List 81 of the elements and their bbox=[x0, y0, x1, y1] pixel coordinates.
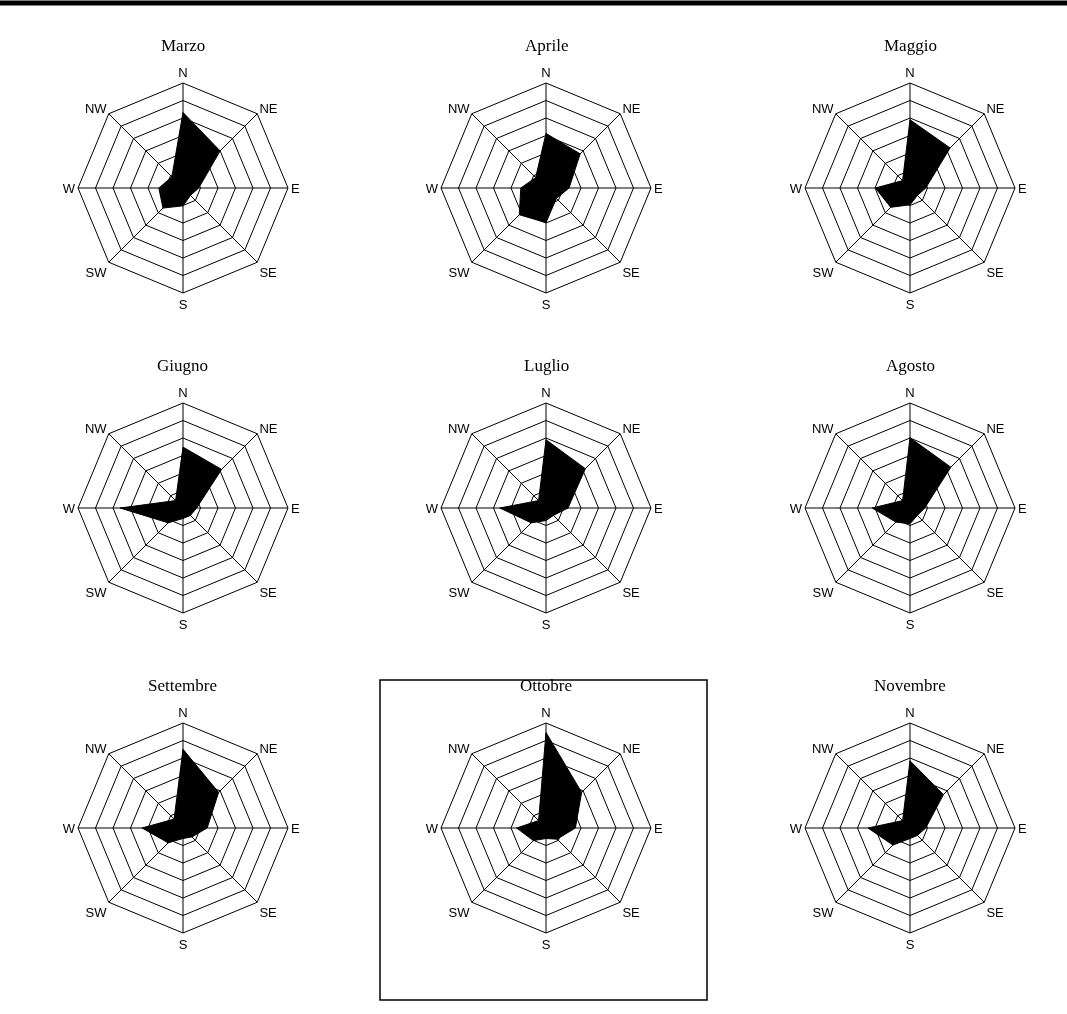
spoke-label: SW bbox=[812, 904, 835, 920]
spoke-label: S bbox=[178, 617, 188, 633]
spoke-label: W bbox=[425, 500, 439, 516]
spoke-label: SW bbox=[85, 264, 108, 280]
chart-title: Settembre bbox=[148, 676, 217, 695]
spoke-label: NW bbox=[84, 740, 108, 756]
spoke-label: NE bbox=[622, 100, 641, 116]
spoke-label: SW bbox=[812, 584, 835, 600]
chart-title: Giugno bbox=[157, 356, 208, 375]
chart-title: Luglio bbox=[524, 356, 570, 375]
spoke-label: N bbox=[178, 385, 188, 401]
spoke-label: SE bbox=[622, 904, 641, 920]
spoke-label: NE bbox=[986, 100, 1005, 116]
spoke-label: SE bbox=[986, 264, 1005, 280]
spoke-label: N bbox=[905, 65, 915, 81]
spoke-label: SW bbox=[448, 264, 471, 280]
spoke-label: W bbox=[425, 820, 439, 836]
spoke-label: NW bbox=[447, 100, 471, 116]
spoke-label: SE bbox=[622, 264, 641, 280]
spoke-label: NE bbox=[986, 420, 1005, 436]
chart-title: Ottobre bbox=[520, 676, 572, 695]
spoke-label: E bbox=[291, 180, 301, 196]
spoke-label: NW bbox=[84, 420, 108, 436]
spoke-label: W bbox=[789, 500, 803, 516]
spoke-label: NW bbox=[811, 420, 835, 436]
spoke-label: W bbox=[789, 180, 803, 196]
spoke-label: W bbox=[62, 820, 76, 836]
spoke-label: E bbox=[1018, 820, 1028, 836]
spoke-label: S bbox=[541, 617, 551, 633]
spoke-label: N bbox=[178, 65, 188, 81]
spoke-label: E bbox=[1018, 180, 1028, 196]
spoke-label: SW bbox=[85, 584, 108, 600]
spoke-label: SE bbox=[259, 584, 278, 600]
spoke-label: NE bbox=[259, 420, 278, 436]
spoke-label: W bbox=[62, 180, 76, 196]
spoke-label: SE bbox=[986, 904, 1005, 920]
spoke-label: NW bbox=[447, 420, 471, 436]
spoke-label: NW bbox=[84, 100, 108, 116]
spoke-label: E bbox=[291, 820, 301, 836]
spoke-label: N bbox=[541, 705, 551, 721]
spoke-label: SE bbox=[259, 264, 278, 280]
spoke-label: SW bbox=[448, 904, 471, 920]
spoke-label: E bbox=[654, 180, 664, 196]
spoke-label: S bbox=[178, 937, 188, 953]
spoke-label: N bbox=[905, 385, 915, 401]
spoke-label: E bbox=[291, 500, 301, 516]
spoke-label: S bbox=[178, 297, 188, 313]
spoke-label: SW bbox=[812, 264, 835, 280]
spoke-label: S bbox=[905, 297, 915, 313]
spoke-label: E bbox=[654, 500, 664, 516]
spoke-label: W bbox=[789, 820, 803, 836]
spoke-label: S bbox=[541, 937, 551, 953]
spoke-label: S bbox=[905, 937, 915, 953]
spoke-label: W bbox=[62, 500, 76, 516]
chart-title: Novembre bbox=[874, 676, 946, 695]
spoke-label: E bbox=[1018, 500, 1028, 516]
spoke-label: W bbox=[425, 180, 439, 196]
spoke-label: N bbox=[541, 65, 551, 81]
spoke-label: SW bbox=[85, 904, 108, 920]
spoke-label: SW bbox=[448, 584, 471, 600]
chart-title: Maggio bbox=[884, 36, 937, 55]
spoke-label: E bbox=[654, 820, 664, 836]
spoke-label: SE bbox=[986, 584, 1005, 600]
spoke-label: N bbox=[541, 385, 551, 401]
spoke-label: N bbox=[905, 705, 915, 721]
spoke-label: S bbox=[905, 617, 915, 633]
chart-title: Marzo bbox=[161, 36, 206, 55]
spoke-label: S bbox=[541, 297, 551, 313]
spoke-label: NE bbox=[986, 740, 1005, 756]
spoke-label: N bbox=[178, 705, 188, 721]
spoke-label: SE bbox=[259, 904, 278, 920]
spoke-label: NE bbox=[259, 100, 278, 116]
spoke-label: NW bbox=[447, 740, 471, 756]
chart-title: Aprile bbox=[525, 36, 569, 55]
spoke-label: NE bbox=[622, 420, 641, 436]
chart-title: Agosto bbox=[886, 356, 936, 375]
spoke-label: NE bbox=[259, 740, 278, 756]
spoke-label: SE bbox=[622, 584, 641, 600]
spoke-label: NE bbox=[622, 740, 641, 756]
spoke-label: NW bbox=[811, 100, 835, 116]
spoke-label: NW bbox=[811, 740, 835, 756]
